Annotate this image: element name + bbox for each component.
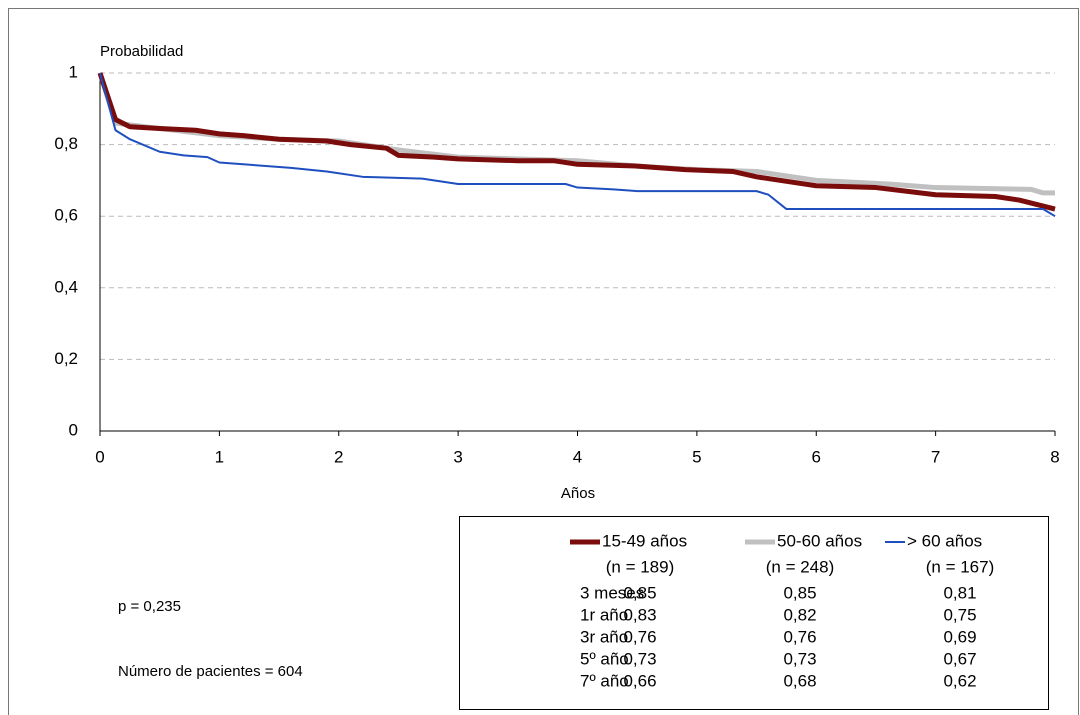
annotation: Número de pacientes = 604 [118, 663, 303, 680]
table-cell: 0,75 [943, 605, 976, 624]
x-tick-label: 3 [453, 447, 462, 466]
legend-n: (n = 248) [766, 557, 835, 576]
x-tick-label: 0 [95, 447, 104, 466]
annotation: p = 0,235 [118, 598, 181, 615]
series-line [97, 72, 1056, 212]
x-tick-label: 6 [812, 447, 821, 466]
table-cell: 0,81 [943, 583, 976, 602]
y-tick-label: 0 [69, 420, 78, 439]
x-tick-label: 4 [573, 447, 582, 466]
frame [8, 8, 1079, 715]
y-tick-label: 1 [69, 62, 78, 81]
table-row-label: 3r año [580, 627, 628, 646]
x-tick-label: 7 [931, 447, 940, 466]
table-cell: 0,69 [943, 627, 976, 646]
legend-label: > 60 años [907, 531, 982, 550]
y-tick-label: 0,2 [54, 349, 78, 368]
y-axis-label: Probabilidad [100, 43, 183, 60]
legend-label: 15-49 años [602, 531, 687, 550]
table-cell: 0,62 [943, 671, 976, 690]
table-cell: 0,83 [623, 605, 656, 624]
series-line [99, 72, 1056, 218]
table-cell: 0,85 [783, 583, 816, 602]
table-cell: 0,66 [623, 671, 656, 690]
series-line [97, 72, 1055, 196]
y-tick-label: 0,4 [54, 277, 78, 296]
y-tick-label: 0,6 [54, 206, 78, 225]
table-cell: 0,76 [623, 627, 656, 646]
table-row-label: 7º año [580, 671, 629, 690]
legend-n: (n = 189) [606, 557, 675, 576]
table-cell: 0,73 [783, 649, 816, 668]
x-tick-label: 5 [692, 447, 701, 466]
table-row-label: 1r año [580, 605, 628, 624]
x-tick-label: 8 [1050, 447, 1059, 466]
x-tick-label: 1 [215, 447, 224, 466]
legend-label: 50-60 años [777, 531, 862, 550]
table-cell: 0,73 [623, 649, 656, 668]
table-cell: 0,85 [623, 583, 656, 602]
legend-n: (n = 167) [926, 557, 995, 576]
table-cell: 0,76 [783, 627, 816, 646]
table-row-label: 3 meses [580, 583, 644, 602]
table-row-label: 5º año [580, 649, 629, 668]
table-cell: 0,82 [783, 605, 816, 624]
x-axis-label: Años [561, 485, 595, 502]
table-cell: 0,67 [943, 649, 976, 668]
y-tick-label: 0,8 [54, 134, 78, 153]
legend-box [459, 516, 1049, 710]
x-tick-label: 2 [334, 447, 343, 466]
table-cell: 0,68 [783, 671, 816, 690]
